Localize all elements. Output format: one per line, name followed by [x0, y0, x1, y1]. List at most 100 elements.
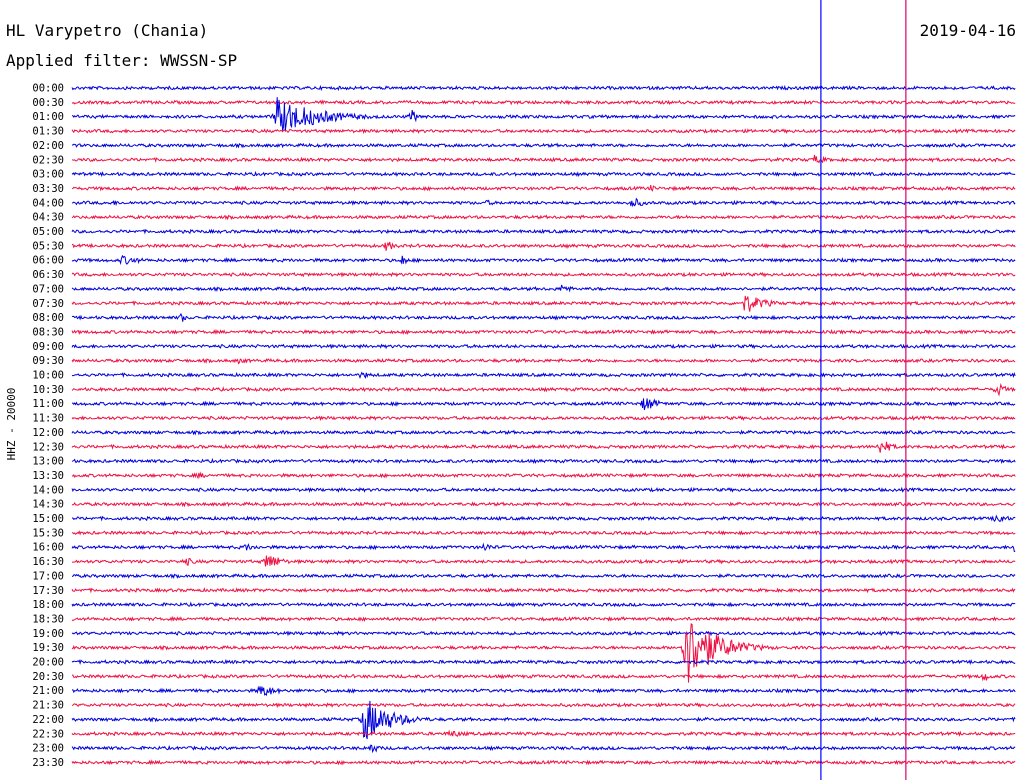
- trace-row: [71, 486, 1016, 493]
- row-time-label: 04:00: [32, 197, 64, 209]
- row-time-label: 08:00: [32, 312, 64, 324]
- row-time-label: 01:00: [32, 111, 64, 123]
- row-time-label: 13:00: [32, 456, 64, 468]
- date-label: 2019-04-16: [920, 21, 1016, 40]
- trace-row: [71, 271, 1016, 278]
- trace-row: [71, 555, 1016, 567]
- row-time-label: 18:30: [32, 613, 64, 625]
- row-time-label: 15:30: [32, 527, 64, 539]
- trace-row: [71, 128, 1016, 135]
- trace-row: [71, 744, 1016, 754]
- trace-row: [71, 673, 1016, 682]
- trace-row: [71, 383, 1016, 397]
- trace-row: [71, 615, 1016, 623]
- trace-row: [71, 197, 1016, 208]
- trace-row: [71, 214, 1016, 221]
- trace-row: [71, 501, 1016, 508]
- station-title: HL Varypetro (Chania): [6, 21, 208, 40]
- row-time-label: 19:00: [32, 628, 64, 640]
- row-time-label: 19:30: [32, 642, 64, 654]
- trace-row: [71, 312, 1016, 322]
- row-time-label: 07:30: [32, 298, 64, 310]
- row-time-label: 06:30: [32, 269, 64, 281]
- trace-row: [71, 702, 1016, 709]
- trace-row: [71, 471, 1016, 480]
- row-time-label: 20:30: [32, 671, 64, 683]
- trace-row: [71, 685, 1016, 697]
- trace-row: [71, 415, 1016, 422]
- trace-row: [71, 328, 1016, 336]
- row-time-label: 04:30: [32, 212, 64, 224]
- row-time-label: 13:30: [32, 470, 64, 482]
- trace-row: [72, 529, 1016, 536]
- row-time-label: 21:30: [32, 700, 64, 712]
- trace-row: [71, 185, 1016, 192]
- row-time-label: 12:00: [32, 427, 64, 439]
- row-time-label: 14:00: [32, 484, 64, 496]
- trace-row: [71, 658, 1016, 666]
- trace-row: [71, 142, 1016, 149]
- trace-row: [71, 154, 1016, 164]
- time-markers: [820, 0, 907, 780]
- trace-row: [71, 759, 1016, 766]
- row-time-label: 10:00: [32, 370, 64, 382]
- trace-row: [71, 97, 1016, 131]
- trace-row: [71, 99, 1016, 106]
- row-time-label: 01:30: [32, 126, 64, 138]
- row-time-label: 02:00: [32, 140, 64, 152]
- row-time-label: 05:30: [32, 240, 64, 252]
- row-time-label: 09:00: [32, 341, 64, 353]
- trace-row: [71, 630, 1016, 637]
- row-time-label: 16:30: [32, 556, 64, 568]
- trace-row: [71, 254, 1016, 266]
- row-time-label: 16:00: [32, 542, 64, 554]
- filter-label: Applied filter: WWSSN-SP: [6, 51, 237, 70]
- row-time-label: 06:00: [32, 255, 64, 267]
- trace-row: [71, 241, 1016, 251]
- row-time-label: 23:30: [32, 757, 64, 769]
- trace-row: [71, 343, 1016, 350]
- row-time-label: 10:30: [32, 384, 64, 396]
- trace-row: [71, 573, 1016, 580]
- trace-row: [71, 84, 1016, 92]
- trace-row: [71, 700, 1016, 740]
- trace-row: [72, 398, 1016, 411]
- channel-label: HHZ - 20000: [5, 388, 18, 461]
- row-time-label: 22:30: [32, 728, 64, 740]
- trace-row: [71, 587, 1016, 594]
- row-time-label: 00:00: [32, 83, 64, 95]
- row-time-label: 15:00: [32, 513, 64, 525]
- row-time-label: 03:30: [32, 183, 64, 195]
- trace-row: [72, 514, 1016, 523]
- row-time-label: 02:30: [32, 154, 64, 166]
- trace-row: [71, 295, 1016, 312]
- trace-row: [71, 357, 1016, 365]
- row-time-label: 07:00: [32, 283, 64, 295]
- row-time-label: 03:00: [32, 169, 64, 181]
- trace-row: [71, 441, 1016, 453]
- row-time-label: 12:30: [32, 441, 64, 453]
- trace-row: [71, 729, 1016, 738]
- trace-row: [71, 457, 1016, 465]
- trace-row: [71, 284, 1016, 293]
- row-time-label: 17:30: [32, 585, 64, 597]
- row-time-label: 23:00: [32, 743, 64, 755]
- row-time-label: 11:30: [32, 413, 64, 425]
- trace-row: [71, 371, 1016, 379]
- trace-row: [71, 170, 1016, 178]
- trace-row: [71, 623, 1016, 683]
- row-time-label: 11:00: [32, 398, 64, 410]
- row-time-label: 21:00: [32, 685, 64, 697]
- row-time-label: 00:30: [32, 97, 64, 109]
- row-time-label: 05:00: [32, 226, 64, 238]
- trace-row: [71, 542, 1016, 553]
- trace-row: [71, 228, 1016, 235]
- row-time-label: 18:00: [32, 599, 64, 611]
- row-time-label: 20:00: [32, 657, 64, 669]
- row-time-label: 09:30: [32, 355, 64, 367]
- row-time-label: 14:30: [32, 499, 64, 511]
- traces: [71, 84, 1016, 766]
- row-time-label: 17:00: [32, 570, 64, 582]
- trace-row: [71, 429, 1016, 436]
